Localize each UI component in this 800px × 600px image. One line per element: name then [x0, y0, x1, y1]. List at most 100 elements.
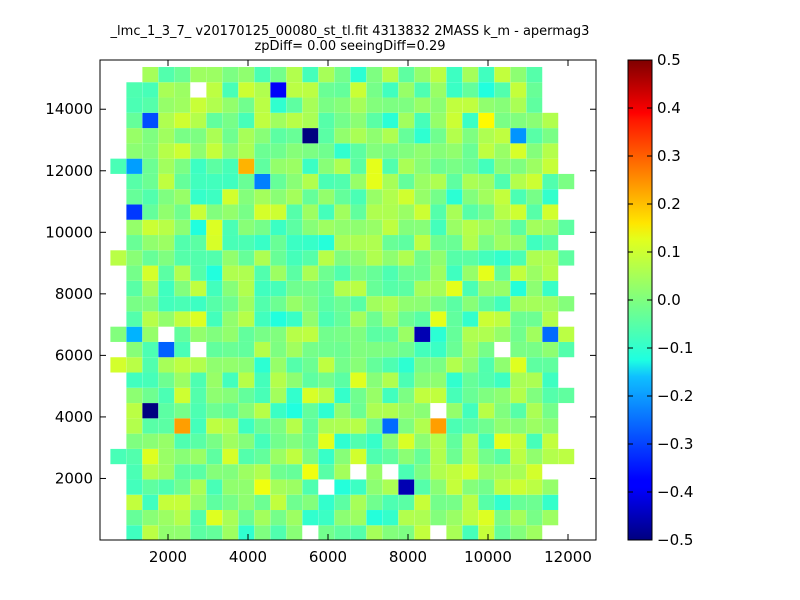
heatmap-cell — [222, 66, 239, 83]
heatmap-cell — [366, 250, 383, 266]
heatmap-cell — [462, 143, 479, 159]
heatmap-cell — [462, 433, 479, 449]
heatmap-cell — [238, 387, 255, 404]
heatmap-cell — [478, 479, 495, 495]
heatmap-cell — [526, 311, 543, 327]
heatmap-cell — [430, 341, 447, 358]
heatmap-cell — [446, 418, 463, 434]
heatmap-cell — [542, 357, 559, 373]
heatmap-cell — [382, 494, 399, 510]
heatmap-cell — [206, 97, 223, 113]
heatmap-cell — [382, 219, 399, 236]
heatmap-cell — [270, 112, 287, 129]
heatmap-cell — [446, 403, 463, 419]
heatmap-cell — [158, 494, 175, 510]
heatmap-cell — [350, 143, 367, 159]
heatmap-cell — [126, 82, 143, 98]
heatmap-cell — [366, 418, 383, 434]
heatmap-cell — [334, 173, 351, 190]
x-tick-label: 10000 — [464, 548, 512, 566]
heatmap-cell — [222, 265, 239, 281]
heatmap-cell — [190, 219, 207, 236]
heatmap-cell — [414, 311, 431, 327]
heatmap-cell — [398, 357, 415, 373]
heatmap-cell — [350, 433, 367, 449]
heatmap-cell — [478, 387, 495, 404]
heatmap-cell — [462, 97, 479, 113]
heatmap-cell — [478, 494, 495, 510]
heatmap-cell — [238, 189, 255, 205]
heatmap-cell — [174, 464, 191, 480]
heatmap-cell — [222, 235, 239, 251]
heatmap-cell — [222, 387, 239, 404]
heatmap-cell — [350, 357, 367, 373]
heatmap-cell — [190, 433, 207, 449]
heatmap-cell — [350, 189, 367, 205]
heatmap-cell — [462, 464, 479, 480]
heatmap-cell — [238, 204, 255, 220]
heatmap-cell — [190, 448, 207, 465]
heatmap-cell — [302, 219, 319, 236]
heatmap-cell — [206, 173, 223, 190]
heatmap-cell — [350, 341, 367, 358]
heatmap-cell — [254, 97, 271, 113]
heatmap-cell — [398, 280, 415, 297]
heatmap-cell — [238, 403, 255, 419]
heatmap-cell — [286, 189, 303, 205]
heatmap-cell — [526, 418, 543, 434]
heatmap-cell — [318, 158, 335, 174]
heatmap-cell — [222, 219, 239, 236]
heatmap-cell — [414, 204, 431, 220]
heatmap-cell — [334, 311, 351, 327]
heatmap-cell — [478, 311, 495, 327]
heatmap-cell — [222, 433, 239, 449]
heatmap-cell — [238, 326, 255, 342]
heatmap-cell — [110, 448, 127, 465]
heatmap-cell — [526, 143, 543, 159]
heatmap-cell — [286, 250, 303, 266]
heatmap-cell — [542, 479, 559, 495]
heatmap-cell — [206, 494, 223, 510]
heatmap-cell — [430, 387, 447, 404]
heatmap-cell — [446, 479, 463, 495]
heatmap-cell — [526, 204, 543, 220]
heatmap-cell — [494, 372, 511, 388]
heatmap-cell — [414, 387, 431, 404]
heatmap-cell — [366, 235, 383, 251]
heatmap-cell — [302, 280, 319, 297]
heatmap-cell — [158, 97, 175, 113]
heatmap-cell — [142, 112, 159, 129]
heatmap-cell — [270, 158, 287, 174]
heatmap-cell — [222, 403, 239, 419]
heatmap-cell — [526, 510, 543, 526]
heatmap-cell — [334, 326, 351, 342]
heatmap-cell — [414, 82, 431, 98]
heatmap-cell — [206, 158, 223, 174]
heatmap-cell — [286, 418, 303, 434]
heatmap-cell — [558, 341, 575, 358]
heatmap-cell — [270, 143, 287, 159]
heatmap-cell — [510, 357, 527, 373]
heatmap-cell — [238, 372, 255, 388]
heatmap-cell — [110, 357, 127, 373]
heatmap-cell — [398, 510, 415, 526]
heatmap-cell — [430, 311, 447, 327]
heatmap-cell — [414, 326, 431, 342]
heatmap-cell — [382, 158, 399, 174]
heatmap-cell — [350, 326, 367, 342]
heatmap-cell — [446, 128, 463, 144]
heatmap-cell — [366, 219, 383, 236]
heatmap-cell — [254, 341, 271, 358]
heatmap-cell — [334, 280, 351, 297]
heatmap-cell — [318, 189, 335, 205]
heatmap-cell — [222, 143, 239, 159]
heatmap-cell — [142, 357, 159, 373]
heatmap-cell — [494, 494, 511, 510]
heatmap-cell — [366, 97, 383, 113]
colorbar-tick-label: −0.3 — [657, 435, 693, 453]
heatmap-cell — [462, 326, 479, 342]
heatmap-cell — [270, 280, 287, 297]
heatmap-cell — [254, 219, 271, 236]
heatmap-cell — [174, 494, 191, 510]
